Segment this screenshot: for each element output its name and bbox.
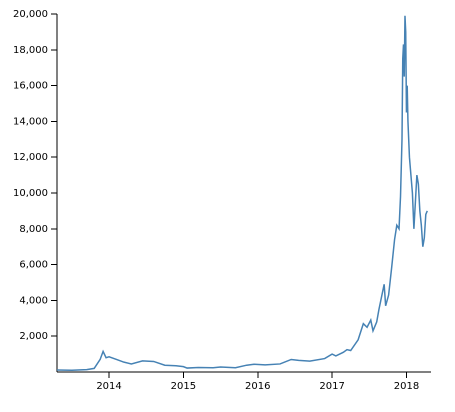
- y-tick-label: 2,000: [19, 331, 48, 342]
- y-tick-label: 4,000: [19, 295, 48, 306]
- y-tick-label: 20,000: [13, 9, 48, 20]
- y-tick-label: 6,000: [19, 260, 48, 271]
- y-tick-label: 10,000: [13, 188, 48, 199]
- x-tick-label: 2016: [245, 381, 270, 392]
- x-tick-label: 2015: [171, 381, 196, 392]
- x-tick-label: 2014: [96, 381, 121, 392]
- y-tick-label: 8,000: [19, 224, 48, 235]
- y-tick-label: 16,000: [13, 81, 48, 92]
- y-tick-label: 12,000: [13, 152, 48, 163]
- y-tick-label: 14,000: [13, 116, 48, 127]
- y-tick-label: 18,000: [13, 45, 48, 56]
- line: [56, 15, 428, 371]
- x-tick-label: 2018: [394, 381, 419, 392]
- x-tick-label: 2017: [319, 381, 344, 392]
